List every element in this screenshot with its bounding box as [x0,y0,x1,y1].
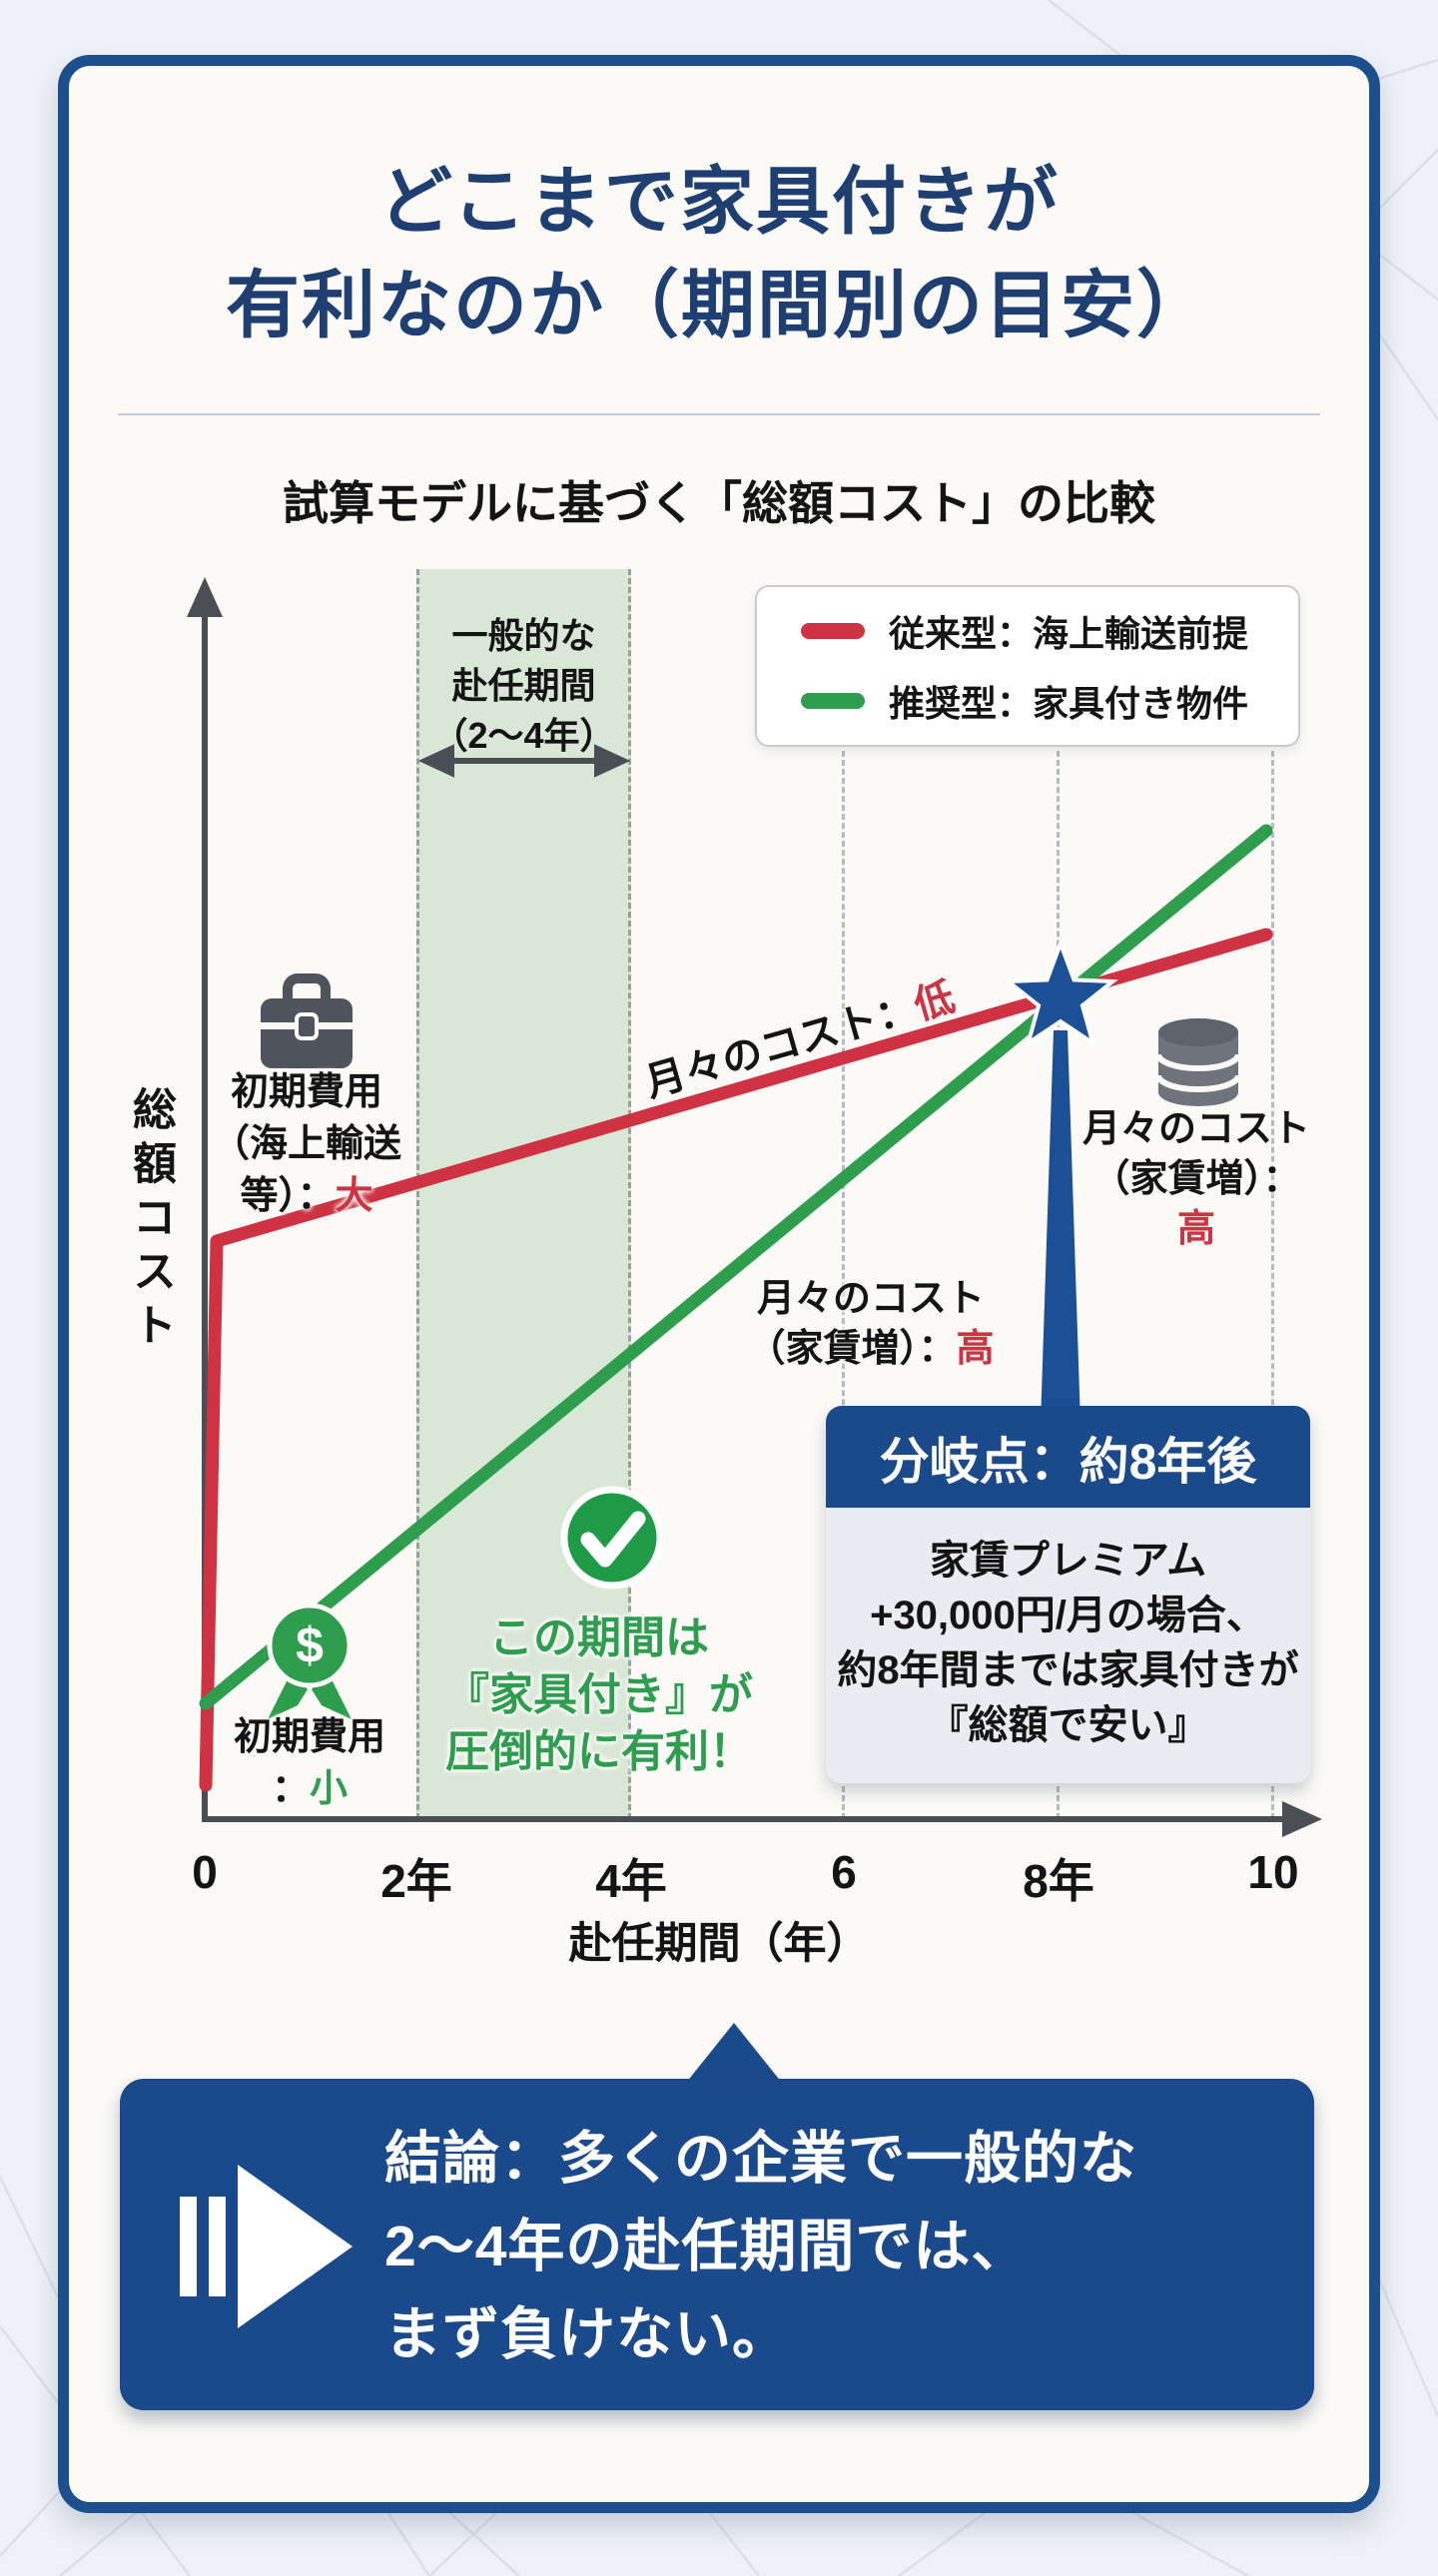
breakeven-callout-body: 家賃プレミアム +30,000円/月の場合、 約8年間までは家具付きが 『総額で… [826,1508,1310,1783]
x-tick-0: 0 [192,1846,218,1898]
band-label-line2: 赴任期間 [451,665,596,706]
page-title: どこまで家具付きが 有利なのか（期間別の目安） [58,150,1380,357]
band-label-line1: 一般的な [451,615,596,656]
label-initial-cost-low: 初期費用 ：小 [233,1716,386,1810]
title-line-2: 有利なのか（期間別の目安） [226,264,1212,346]
legend-row-conventional: 従来型：海上輸送前提 [801,605,1298,657]
legend-label-conventional: 従来型：海上輸送前提 [889,613,1249,654]
band-label: 一般的な 赴任期間 （2〜4年） [416,611,631,761]
breakeven-callout: 分岐点：約8年後 家賃プレミアム +30,000円/月の場合、 約8年間までは家… [826,1406,1310,1783]
legend-swatch-red [801,623,865,639]
y-axis-title: 総額コスト [126,1086,175,1356]
legend-swatch-green [801,693,865,709]
x-tick-2: 2年 [380,1855,452,1907]
chart-legend: 従来型：海上輸送前提 推奨型：家具付き物件 [755,585,1300,747]
x-axis-title: 赴任期間（年） [568,1920,870,1968]
label-initial-cost-high: 初期費用 （海上輸送 等）：大 [211,1071,402,1217]
fast-forward-arrow-icon [180,2165,353,2328]
title-line-1: どこまで家具付きが [378,160,1060,243]
legend-label-furnished: 推奨型：家具付き物件 [889,683,1249,724]
advantage-message: この期間は 『家具付き』が 圧倒的に有利！ [445,1613,753,1776]
label-monthly-cost-high-mid: 月々のコスト （家賃増）：高 [747,1278,995,1370]
x-tick-8: 8年 [1023,1855,1094,1907]
chart-subtitle: 試算モデルに基づく「総額コスト」の比較 [283,477,1155,529]
label-monthly-cost-high-right: 月々のコスト （家賃増）：高 [1081,1108,1310,1250]
breakeven-callout-header: 分岐点：約8年後 [826,1406,1310,1508]
gridline-10-years [1271,751,1274,1819]
conclusion-tail [686,2023,782,2083]
legend-row-furnished: 推奨型：家具付き物件 [801,675,1298,727]
conclusion-box [120,2079,1314,2410]
band-label-line3: （2〜4年） [431,715,616,756]
x-tick-6: 6 [831,1846,857,1898]
x-tick-10: 10 [1247,1846,1299,1898]
conclusion-text: 結論：多くの企業で一般的な 2〜4年の赴任期間では、 まず負けない。 [384,2127,1137,2366]
x-tick-4: 4年 [595,1855,667,1907]
title-separator [118,413,1320,415]
